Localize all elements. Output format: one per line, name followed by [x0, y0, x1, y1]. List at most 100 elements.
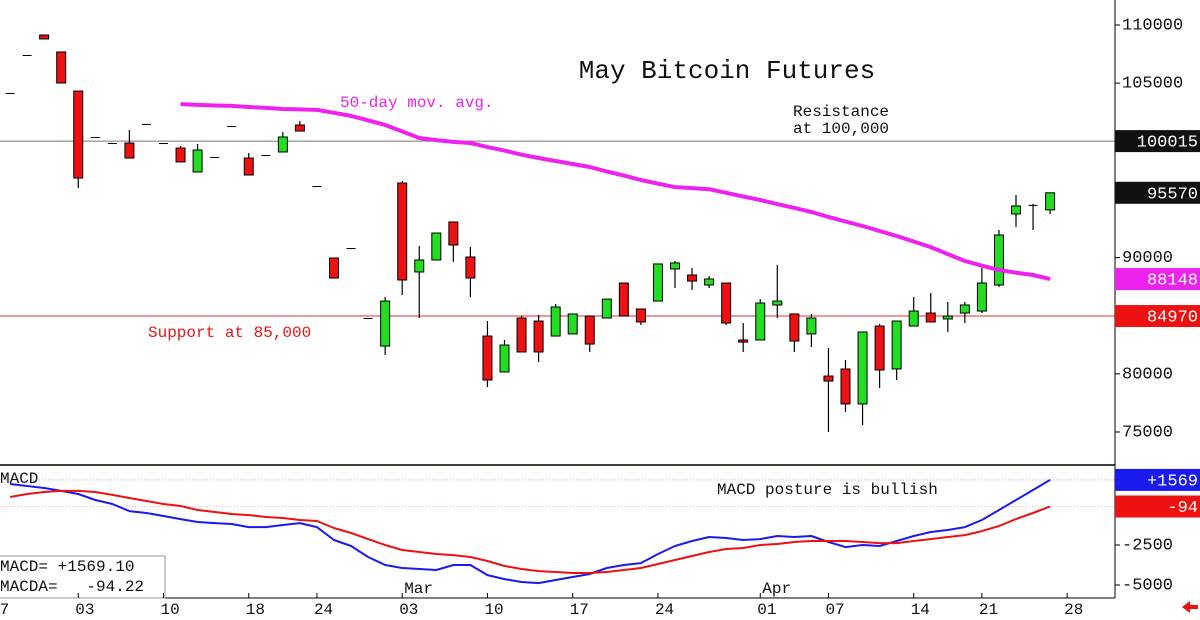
value-box	[1115, 468, 1200, 491]
candle-body	[857, 331, 868, 405]
candle-body	[789, 313, 800, 342]
candle-body	[533, 320, 544, 353]
candle-body	[192, 149, 203, 173]
macd-line	[9, 479, 1051, 585]
candle-body	[942, 315, 953, 320]
candle-body	[107, 143, 117, 145]
candle-body	[90, 136, 100, 138]
value-box-label: 100015	[1137, 134, 1198, 153]
readout: MACDA= -94.22	[0, 578, 144, 596]
x-tick-label: 24	[314, 601, 333, 619]
candle-body	[516, 317, 527, 353]
x-tick-label: 03	[75, 601, 94, 619]
candle-body	[380, 300, 391, 347]
candle-body	[159, 143, 168, 145]
scroll-arrow[interactable]	[1182, 601, 1198, 613]
chart-title: May Bitcoin Futures	[579, 56, 875, 86]
x-tick-label: 24	[655, 601, 674, 619]
value-box	[1115, 305, 1200, 328]
macd-line	[9, 489, 1051, 574]
y-tick-label: -5000	[1122, 576, 1173, 595]
candle-body	[550, 306, 561, 337]
x-tick-label: 01	[757, 601, 776, 619]
month-label: Apr	[762, 580, 791, 598]
candle-body	[806, 317, 817, 335]
marks	[5, 34, 1056, 585]
candle-body	[823, 375, 834, 382]
candle-body	[959, 304, 970, 314]
candle-body	[874, 325, 885, 371]
x-tick-label: 21	[979, 601, 998, 619]
value-box-label: 88148	[1147, 272, 1198, 291]
value-box-label: 84970	[1147, 309, 1198, 328]
readout: MACD= +1569.10	[0, 558, 134, 576]
y-tick-label: 110000	[1122, 16, 1183, 35]
value-box-label: +1569	[1147, 472, 1198, 491]
candle-body	[448, 221, 459, 246]
candle-body	[227, 126, 237, 128]
candle-body	[755, 302, 766, 341]
candle-body	[124, 142, 135, 159]
candle-body	[277, 136, 288, 153]
candle-body	[431, 232, 442, 261]
x-tick-label: 07	[825, 601, 844, 619]
candle-body	[141, 123, 151, 125]
x-tick-label: 18	[246, 601, 265, 619]
readout-box	[0, 555, 166, 599]
y-tick-label: 90000	[1122, 249, 1173, 268]
value-box	[1115, 181, 1200, 204]
y-tick-label: 105000	[1122, 75, 1183, 94]
candle-body	[363, 318, 373, 320]
x-tick-label: 14	[911, 601, 930, 619]
annotation: Support at 85,000	[148, 324, 311, 342]
candle-body	[329, 257, 339, 279]
candle-body	[397, 182, 408, 281]
x-tick-label: 17	[570, 601, 589, 619]
value-box	[1115, 130, 1200, 153]
candle-body	[56, 51, 67, 84]
candle-body	[908, 310, 919, 327]
x-tick-label: 27	[0, 601, 9, 619]
candle-body	[976, 282, 987, 312]
candle-body	[891, 320, 902, 370]
candle-body	[243, 157, 254, 176]
value-box	[1115, 495, 1200, 518]
candle-body	[312, 186, 322, 188]
value-box-label: -94	[1167, 499, 1198, 518]
candle-body	[39, 34, 50, 40]
candle-body	[5, 93, 15, 95]
candle-body	[346, 248, 356, 250]
candle-body	[738, 339, 749, 343]
candle-body	[261, 155, 271, 156]
candle-body	[840, 368, 851, 405]
value-box-label: 95570	[1147, 185, 1198, 204]
candle-body	[294, 124, 305, 132]
x-tick-label: 10	[161, 601, 180, 619]
candle-body	[1011, 205, 1021, 215]
y-tick-label: 75000	[1122, 423, 1173, 442]
annotation: MACD posture is bullish	[717, 481, 938, 499]
candle-body	[925, 312, 936, 323]
candle-body	[704, 278, 715, 286]
candle-body	[652, 263, 663, 302]
y-tick-label: 80000	[1122, 365, 1173, 384]
candle-body	[584, 315, 595, 345]
candle-body	[670, 262, 680, 270]
moving-average	[180, 102, 1051, 282]
x-tick-label: 03	[399, 601, 418, 619]
candle-body	[687, 274, 698, 282]
x-tick-label: 10	[484, 601, 503, 619]
candle-body	[482, 335, 493, 381]
candle-body	[499, 344, 510, 373]
annotation: at 100,000	[793, 120, 889, 138]
ma-label: 50-day mov. avg.	[340, 94, 494, 112]
candle-body	[210, 156, 220, 158]
annotation: Resistance	[793, 103, 889, 121]
candle-body	[465, 256, 476, 279]
candle-body	[772, 300, 783, 306]
candle-body	[618, 282, 629, 317]
candle-body	[1028, 204, 1038, 206]
y-tick-label: -2500	[1122, 536, 1173, 555]
